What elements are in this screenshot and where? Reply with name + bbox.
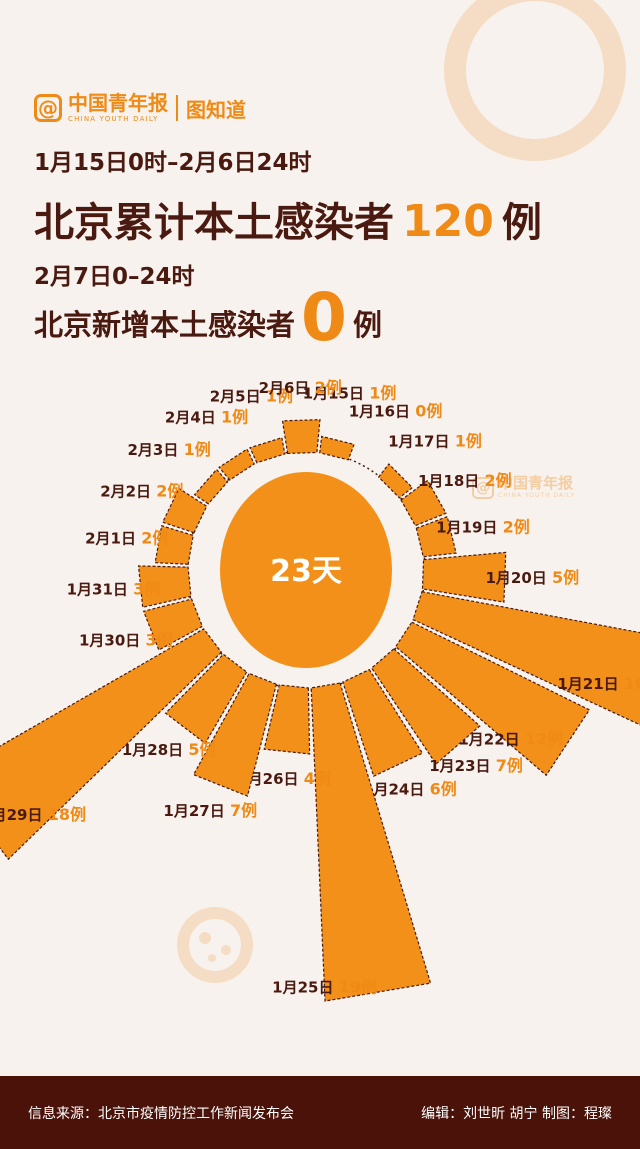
footer-source: 信息来源：北京市疫情防控工作新闻发布会: [28, 1105, 294, 1122]
data-label-1月18日: 1月18日 2例: [418, 471, 512, 490]
new-unit: 例: [352, 308, 382, 342]
data-label-2月6日: 2月6日 2例: [259, 378, 342, 397]
cumulative-headline: 北京累计本土感染者 120 例: [34, 190, 542, 248]
bar-1月27日: [192, 672, 278, 797]
cumulative-prefix: 北京累计本土感染者: [34, 200, 394, 246]
watermark-text: 中国青年报 CHINA YOUTH DAILY: [498, 476, 575, 499]
new-cases-headline: 北京新增本土感染者 0 例: [34, 279, 382, 356]
footer: 信息来源：北京市疫情防控工作新闻发布会 编辑：刘世昕 胡宁 制图：程璨: [0, 1076, 640, 1149]
data-label-1月22日: 1月22日 12例: [458, 730, 563, 749]
new-value: 0: [301, 279, 347, 356]
center-disc: [220, 472, 392, 668]
footer-credits: 编辑：刘世昕 胡宁 制图：程璨: [421, 1105, 612, 1122]
gear-icon: [444, 0, 626, 161]
bar-1月26日: [263, 684, 311, 755]
data-label-1月15日: 1月15日 1例: [303, 383, 397, 402]
data-label-1月25日: 1月25日 19例: [272, 978, 377, 997]
watermark: @ 中国青年报 CHINA YOUTH DAILY: [472, 476, 575, 499]
bar-1月21日: [412, 591, 640, 726]
bar-1月15日: [319, 435, 355, 461]
column-name: 图知道: [186, 97, 246, 122]
bar-2月4日: [218, 448, 256, 481]
bar-1月25日: [310, 682, 432, 1002]
data-label-1月17日: 1月17日 1例: [388, 432, 482, 451]
brand-name-block: 中国青年报 CHINA YOUTH DAILY: [68, 93, 168, 123]
data-label-1月29日: 1月29日 18例: [0, 805, 86, 824]
data-label-1月20日: 1月20日 5例: [486, 568, 580, 587]
watermark-sub: CHINA YOUTH DAILY: [498, 492, 576, 499]
data-label-1月23日: 1月23日 7例: [429, 756, 523, 775]
new-period-text: 2月7日0–24时: [34, 264, 195, 290]
data-label-1月21日: 1月21日 16例: [557, 674, 640, 693]
bar-2月1日: [154, 524, 194, 565]
brand-name: 中国青年报: [68, 91, 168, 115]
at-logo-icon: @: [34, 94, 62, 122]
data-label-1月26日: 1月26日 4例: [237, 769, 331, 788]
data-label-1月16日: 1月16日 0例: [349, 402, 443, 421]
data-label-1月28日: 1月28日 5例: [122, 740, 216, 759]
center-label: 23天: [270, 554, 342, 589]
data-label-1月27日: 1月27日 7例: [163, 801, 257, 820]
brand-name-en: CHINA YOUTH DAILY: [68, 115, 159, 123]
watermark-at-icon: @: [472, 476, 494, 499]
bar-2月6日: [281, 419, 321, 455]
bar-1月20日: [421, 551, 507, 603]
bar-1月18日: [400, 479, 447, 527]
data-label-1月19日: 1月19日 2例: [436, 517, 530, 536]
data-label-1月24日: 1月24日 6例: [363, 780, 457, 799]
data-label-2月1日: 2月1日 2例: [85, 529, 168, 548]
bar-1月24日: [342, 668, 424, 778]
bar-1月23日: [370, 648, 481, 765]
bar-1月29日: [0, 628, 223, 861]
virus-icon: [177, 907, 253, 983]
bar-2月3日: [193, 468, 229, 505]
watermark-name: 中国青年报: [498, 474, 574, 492]
bar-1月31日: [137, 565, 192, 609]
data-label-1月31日: 1月31日 3例: [67, 579, 161, 598]
cumulative-unit: 例: [501, 200, 542, 246]
bar-1月28日: [164, 653, 248, 745]
bar-1月19日: [415, 515, 457, 558]
bar-2月5日: [249, 436, 286, 464]
bar-1月17日: [377, 463, 414, 499]
data-label-2月2日: 2月2日 2例: [100, 481, 183, 500]
period-text: 1月15日0时–2月6日24时: [34, 150, 312, 176]
brand-divider: [176, 95, 178, 121]
bar-1月22日: [394, 621, 591, 777]
cumulative-value: 120: [402, 196, 494, 247]
bar-1月30日: [142, 598, 204, 651]
data-label-2月3日: 2月3日 1例: [127, 440, 210, 459]
brand-logo-bar: @ 中国青年报 CHINA YOUTH DAILY 图知道: [34, 90, 246, 126]
data-label-1月30日: 1月30日 3例: [79, 631, 173, 650]
data-label-2月4日: 2月4日 1例: [165, 408, 248, 427]
new-prefix: 北京新增本土感染者: [34, 308, 296, 342]
data-label-2月5日: 2月5日 1例: [210, 386, 293, 405]
bar-2月2日: [161, 487, 208, 534]
